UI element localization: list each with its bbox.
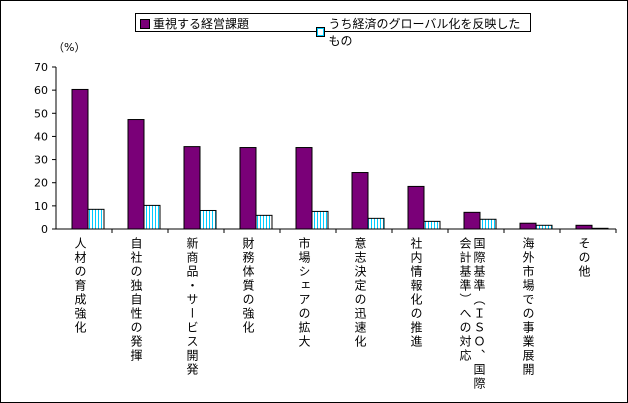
bar-primary-6: [351, 172, 369, 230]
category-label: 人材の育成強化: [73, 237, 87, 335]
y-tick-label: 70: [34, 61, 48, 74]
category-label: 新商品・サービス開発: [185, 237, 199, 377]
y-tick-label: 40: [34, 130, 48, 143]
bar-global-6: [367, 217, 385, 230]
category-label: 市場シェアの拡大: [297, 237, 311, 349]
bar-global-2: [143, 204, 161, 230]
bar-primary-3: [183, 146, 201, 230]
legend-label: うち経済のグローバル化を反映したもの: [328, 17, 521, 48]
category-label: 社内情報化の推進: [409, 237, 423, 349]
bar-primary-2: [127, 119, 145, 230]
category-label-line: 海外市場での事業展開: [521, 237, 535, 377]
category-label: 財務体質の強化: [241, 237, 255, 335]
legend-label: 重視する経営課題: [153, 17, 250, 31]
category-label: その他: [577, 237, 591, 279]
y-tick-label: 0: [41, 223, 48, 236]
y-tick-label: 60: [34, 84, 48, 97]
y-tick-label: 30: [34, 154, 48, 167]
category-label-line: 新商品・サービス開発: [185, 237, 199, 377]
y-tick-label: 10: [34, 200, 48, 213]
category-label-line: 意志決定の迅速化: [353, 237, 367, 349]
bar-primary-4: [239, 147, 257, 230]
bar-global-5: [311, 210, 329, 230]
category-label-line: 財務体質の強化: [241, 237, 255, 335]
legend-swatch-striped: [316, 27, 326, 37]
unit-label: （%）: [53, 41, 86, 54]
legend-item-series-2: うち経済のグローバル化を反映したもの: [316, 15, 530, 49]
bar-primary-9: [519, 222, 537, 230]
bar-primary-10: [575, 224, 593, 230]
bar-primary-8: [463, 211, 481, 230]
bar-global-8: [479, 218, 497, 230]
category-label-line: 国際基準（ＩＳＯ、国際: [472, 237, 486, 391]
bar-primary-5: [295, 147, 313, 230]
category-label-line: その他: [577, 237, 591, 279]
category-label-line: 社内情報化の推進: [409, 237, 423, 349]
category-label: 国際基準（ＩＳＯ、国際 会計基準）への対応: [458, 237, 486, 391]
legend: 重視する経営課題 うち経済のグローバル化を反映したもの: [135, 13, 531, 48]
category-label: 海外市場での事業展開: [521, 237, 535, 377]
category-label-line: 市場シェアの拡大: [297, 237, 311, 349]
y-tick-label: 20: [34, 177, 48, 190]
legend-item-series-1: 重視する経営課題: [140, 15, 249, 32]
y-tick-label: 50: [34, 107, 48, 120]
bar-global-4: [255, 214, 273, 230]
bar-primary-1: [71, 88, 89, 230]
category-label-line: 自社の独自性の発揮: [129, 237, 143, 363]
category-label-line: 人材の育成強化: [73, 237, 87, 335]
category-label-line: 会計基準）への対応: [458, 237, 472, 363]
bar-global-3: [199, 209, 217, 230]
category-label: 自社の独自性の発揮: [129, 237, 143, 363]
category-label: 意志決定の迅速化: [353, 237, 367, 349]
bar-primary-7: [407, 185, 425, 230]
bar-global-7: [423, 220, 441, 230]
bar-global-9: [535, 224, 553, 230]
bar-global-1: [87, 208, 105, 230]
bar-global-10: [591, 227, 609, 230]
legend-swatch-purple: [140, 18, 150, 29]
